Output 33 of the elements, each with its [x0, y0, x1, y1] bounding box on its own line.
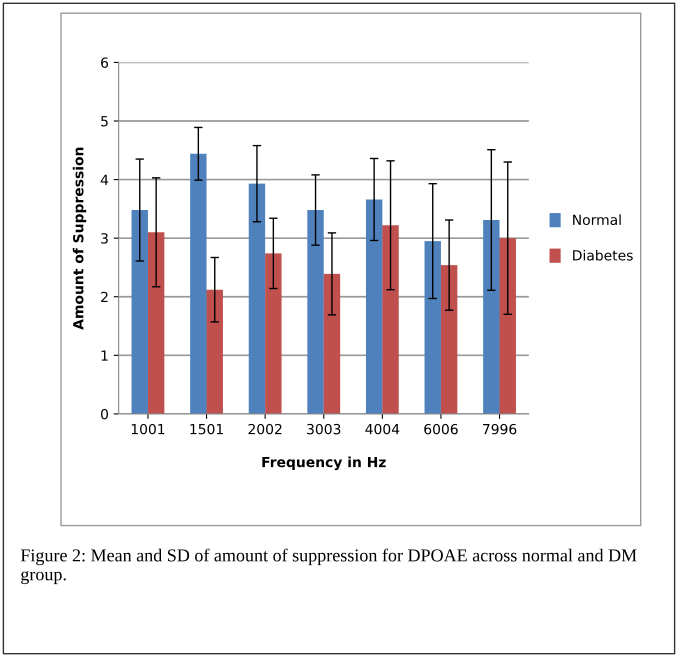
x-tick-label: 1001 [132, 424, 164, 434]
y-tick-label: 0 [101, 408, 108, 420]
x-axis-title: Frequency in Hz [262, 456, 386, 470]
bar [382, 225, 399, 414]
bar [190, 154, 207, 414]
bar [307, 210, 324, 414]
bar [206, 290, 223, 414]
y-tick-label: 4 [100, 174, 108, 185]
caption: Figure 2: Mean and SD of amount of suppression for DPOAE across normal and DM group. [20, 548, 637, 584]
bar [500, 238, 516, 414]
y-tick-label: 6 [101, 57, 108, 68]
y-tick-label: 1 [102, 350, 108, 361]
legend-label: Diabetes [573, 250, 633, 261]
x-tick-label: 6006 [424, 424, 458, 434]
y-tick-label: 5 [101, 116, 108, 126]
bar [248, 184, 266, 414]
y-axis-title: Amount of Suppression [72, 148, 86, 330]
legend-label: Normal [573, 214, 621, 226]
bar [440, 265, 458, 414]
bar [265, 253, 282, 414]
y-tick-label: 3 [101, 233, 108, 244]
bar [424, 241, 441, 414]
bar [483, 220, 500, 414]
x-tick-label: 7996 [483, 424, 516, 434]
x-tick-label: 3003 [307, 424, 340, 434]
x-tick-label: 4004 [365, 424, 400, 434]
x-tick-label: 1501 [190, 424, 223, 434]
bar [324, 274, 340, 414]
x-tick-label: 2002 [248, 424, 282, 434]
y-tick-label: 2 [101, 292, 108, 302]
bar [148, 232, 164, 414]
bar [366, 200, 382, 414]
bar [132, 210, 148, 414]
